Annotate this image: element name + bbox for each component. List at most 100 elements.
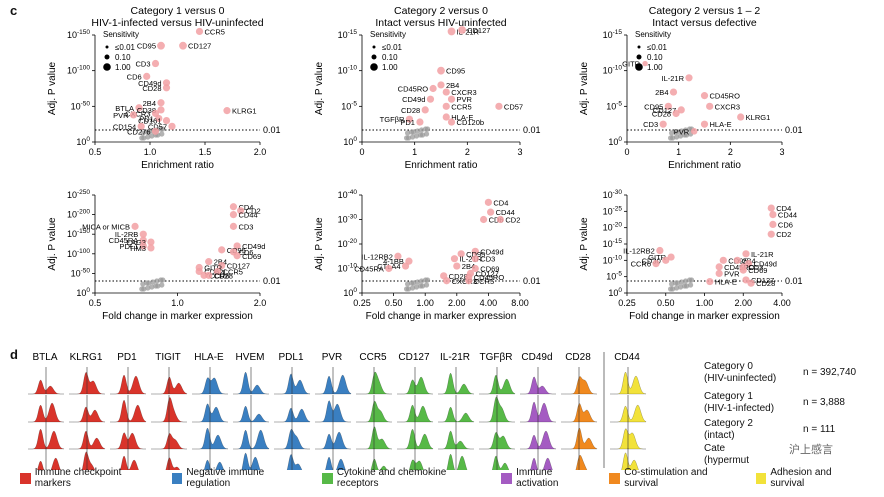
data-point bbox=[667, 253, 675, 261]
data-point bbox=[450, 255, 459, 263]
legend-swatch bbox=[171, 472, 183, 484]
x-tick-label: 1 bbox=[676, 147, 681, 157]
marker-label: IL-21R bbox=[440, 352, 470, 363]
density-curve bbox=[438, 406, 475, 423]
data-point bbox=[685, 74, 693, 82]
point-label: TGFβR bbox=[380, 115, 405, 124]
point-label: CD2 bbox=[776, 230, 791, 239]
data-point bbox=[218, 246, 226, 254]
y-tick-label: 10-5 bbox=[341, 100, 357, 111]
density-curve bbox=[408, 459, 424, 470]
point-label: CD4 bbox=[493, 198, 508, 207]
ridge-column-IL-21R: IL-21R bbox=[438, 352, 475, 470]
data-point bbox=[442, 102, 450, 110]
data-point bbox=[162, 117, 171, 125]
sensitivity-legend-label: ≤0.01 bbox=[382, 43, 403, 52]
point-label: HLA-E bbox=[451, 113, 473, 122]
point-label: TIM3 bbox=[129, 244, 146, 253]
nonsignificant-point bbox=[419, 132, 426, 138]
point-label: CD6 bbox=[778, 220, 793, 229]
point-label: MICA or MICB bbox=[82, 222, 130, 231]
x-axis-label: Fold change in marker expression bbox=[366, 311, 517, 322]
threshold-label: 0.01 bbox=[785, 276, 803, 286]
data-point bbox=[233, 242, 241, 250]
data-point bbox=[162, 79, 171, 87]
point-label: CD6 bbox=[127, 72, 142, 81]
point-label: CD6 bbox=[489, 216, 504, 225]
point-label: CD57 bbox=[504, 102, 523, 111]
ridge-column-TGFβR: TGFβR bbox=[479, 352, 516, 470]
data-point bbox=[416, 118, 424, 126]
y-tick-label: 10-20 bbox=[338, 238, 358, 249]
data-point bbox=[737, 113, 745, 121]
volcano-panel-6: 0.25 0.50 1.00 2.00 4.00 100 10-5 10-10 10-15 10-… bbox=[579, 189, 803, 322]
data-point bbox=[151, 127, 160, 135]
data-point bbox=[168, 122, 176, 130]
data-point bbox=[401, 262, 410, 270]
point-label: CD28 bbox=[652, 109, 671, 118]
point-label: CD49d bbox=[480, 247, 503, 256]
data-point bbox=[162, 84, 171, 92]
point-label: IL-2RB bbox=[115, 230, 138, 239]
density-curve bbox=[203, 459, 225, 470]
threshold-label: 0.01 bbox=[785, 125, 803, 135]
density-curve bbox=[520, 430, 557, 450]
ridge-column-TIGIT: TIGIT bbox=[151, 352, 188, 470]
data-point bbox=[656, 246, 664, 255]
data-point bbox=[690, 128, 698, 135]
y-axis-label: Adj. P value bbox=[314, 217, 325, 271]
nonsignificant-point bbox=[410, 280, 417, 286]
sensitivity-legend-label: 0.10 bbox=[647, 53, 663, 62]
data-point bbox=[733, 256, 741, 264]
data-point bbox=[139, 230, 147, 238]
marker-label: BTLA bbox=[32, 352, 57, 363]
sensitivity-legend-dot bbox=[104, 54, 110, 60]
data-point bbox=[213, 267, 222, 276]
y-tick-label: 10-10 bbox=[603, 254, 623, 265]
point-label: CCR6 bbox=[209, 271, 229, 280]
sensitivity-legend-dot bbox=[635, 63, 643, 71]
point-label: CD4 bbox=[776, 204, 791, 213]
x-tick-label: 1.5 bbox=[199, 147, 212, 157]
y-tick-label: 10-100 bbox=[67, 65, 90, 76]
data-point bbox=[453, 262, 461, 270]
data-point bbox=[479, 215, 488, 224]
point-label: CD45RA bbox=[109, 236, 139, 245]
nonsignificant-point bbox=[159, 282, 165, 288]
y-tick-label: 10-50 bbox=[71, 100, 91, 111]
point-label: CD161 bbox=[138, 117, 161, 126]
volcano-panel-4: 0.5 1.0 2.0 100 10-50 10-100 10-150 10-200 10-25… bbox=[47, 189, 281, 322]
point-label: CD95 bbox=[446, 67, 465, 76]
point-label: CXCR3 bbox=[452, 277, 477, 286]
marker-label: HLA-E bbox=[194, 352, 224, 363]
data-point bbox=[442, 88, 450, 96]
data-point bbox=[137, 122, 145, 130]
nonsignificant-point bbox=[160, 277, 166, 283]
point-label: CXCR3 bbox=[715, 102, 740, 111]
point-label: IL-12RB2 bbox=[623, 247, 655, 256]
point-label: PDL1 bbox=[119, 242, 138, 251]
ridge-column-PDL1: PDL1 bbox=[274, 352, 311, 470]
y-tick-label: 100 bbox=[76, 136, 90, 147]
data-point bbox=[139, 236, 147, 244]
ridge-column-CD44: CD44 bbox=[610, 352, 647, 470]
sensitivity-legend-dot bbox=[103, 63, 111, 71]
x-tick-label: 0.50 bbox=[385, 298, 403, 308]
category-legend: Immune checkpoint markers Negative immun… bbox=[20, 467, 880, 489]
x-tick-label: 0 bbox=[359, 147, 364, 157]
data-point bbox=[426, 95, 435, 103]
x-tick-label: 2 bbox=[465, 147, 470, 157]
point-label: PVR bbox=[113, 111, 129, 120]
sensitivity-legend-dot bbox=[372, 45, 376, 49]
nonsignificant-point bbox=[404, 281, 411, 287]
nonsignificant-point bbox=[155, 283, 161, 289]
data-point bbox=[744, 260, 753, 268]
density-curve bbox=[233, 429, 270, 450]
nonsignificant-point bbox=[159, 131, 165, 137]
x-tick-label: 2.00 bbox=[734, 298, 752, 308]
point-label: IL-21R bbox=[661, 74, 684, 83]
